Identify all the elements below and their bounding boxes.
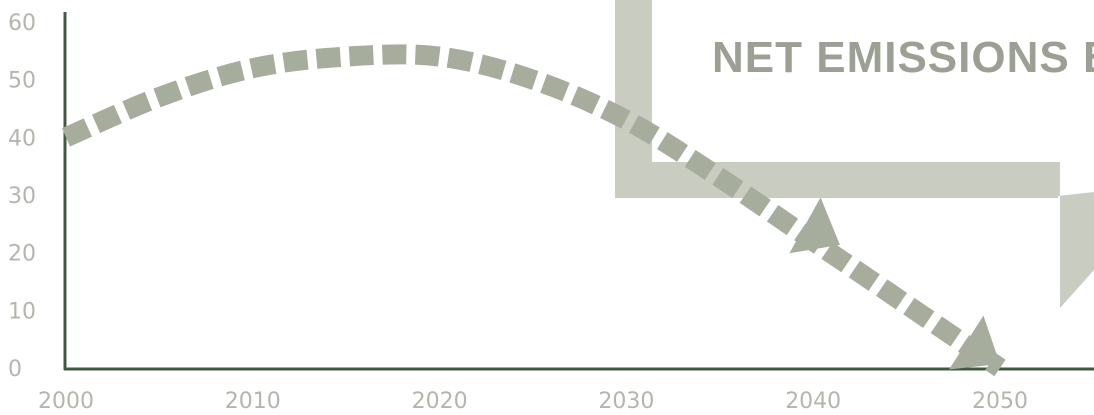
x-tick-label: 2010 <box>225 389 281 414</box>
y-tick-label: 30 <box>8 184 36 209</box>
y-axis-ticks: 0 10 20 30 40 50 60 <box>8 11 36 382</box>
x-tick-label: 2000 <box>38 389 94 414</box>
arrowhead-end <box>949 315 1000 370</box>
series-line <box>62 44 1006 377</box>
x-tick-label: 2020 <box>412 389 468 414</box>
y-tick-label: 40 <box>8 126 36 151</box>
y-tick-label: 20 <box>8 242 36 267</box>
y-tick-label: 60 <box>8 11 36 36</box>
series-group <box>62 44 1006 377</box>
y-tick-label: 50 <box>8 69 36 94</box>
arrowhead-mid <box>789 197 840 254</box>
x-axis-ticks: 2000 2010 2020 2030 2040 2050 <box>38 389 1028 414</box>
y-tick-label: 10 <box>8 299 36 324</box>
annotation-text: NET EMISSIONS BY 205 <box>712 33 1094 82</box>
x-tick-label: 2030 <box>598 389 654 414</box>
x-tick-label: 2050 <box>972 389 1028 414</box>
y-tick-label: 0 <box>8 357 22 382</box>
x-tick-label: 2040 <box>785 389 841 414</box>
